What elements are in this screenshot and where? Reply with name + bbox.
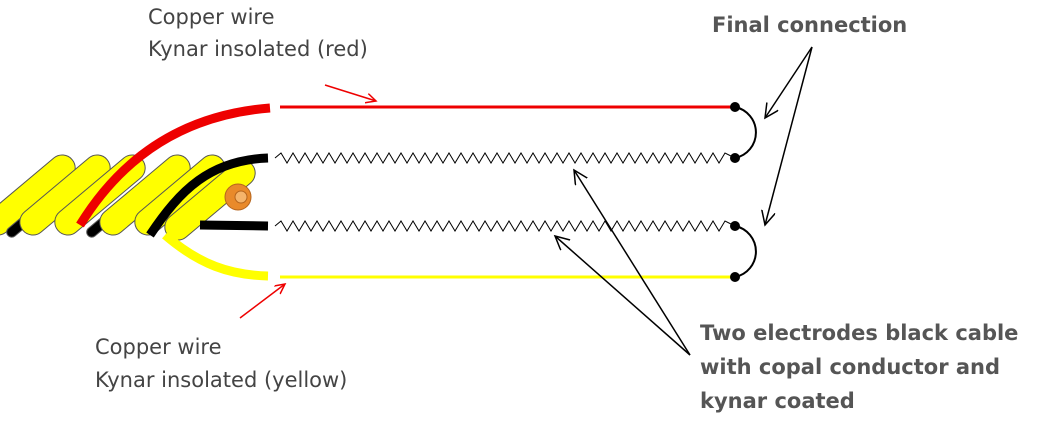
label: with copal conductor and: [700, 355, 1000, 379]
arrow: [765, 46, 813, 225]
node: [730, 102, 740, 112]
label: Two electrodes black cable: [700, 321, 1018, 345]
label: kynar coated: [700, 389, 855, 413]
conductor-core: [234, 190, 248, 204]
node: [730, 221, 740, 231]
connection-loop: [734, 106, 757, 159]
label: Kynar insolated (red): [148, 37, 368, 61]
node: [730, 153, 740, 163]
black-wire-thick: [146, 153, 269, 238]
black-wire-thick: [199, 220, 269, 231]
red-wire-thick: [76, 103, 271, 228]
arrow: [765, 46, 813, 118]
node: [730, 272, 740, 282]
connection-loop: [734, 225, 757, 278]
label: Copper wire: [148, 5, 275, 29]
electrode-2: [274, 220, 736, 232]
arrow: [574, 170, 691, 356]
yellow-wire-thick: [162, 231, 269, 281]
electrode-1: [274, 152, 736, 164]
label: Copper wire: [95, 335, 222, 359]
label: Final connection: [712, 13, 907, 37]
arrow: [555, 236, 691, 356]
arrow: [239, 284, 285, 319]
label: Kynar insolated (yellow): [95, 368, 347, 392]
arrow: [324, 84, 376, 101]
